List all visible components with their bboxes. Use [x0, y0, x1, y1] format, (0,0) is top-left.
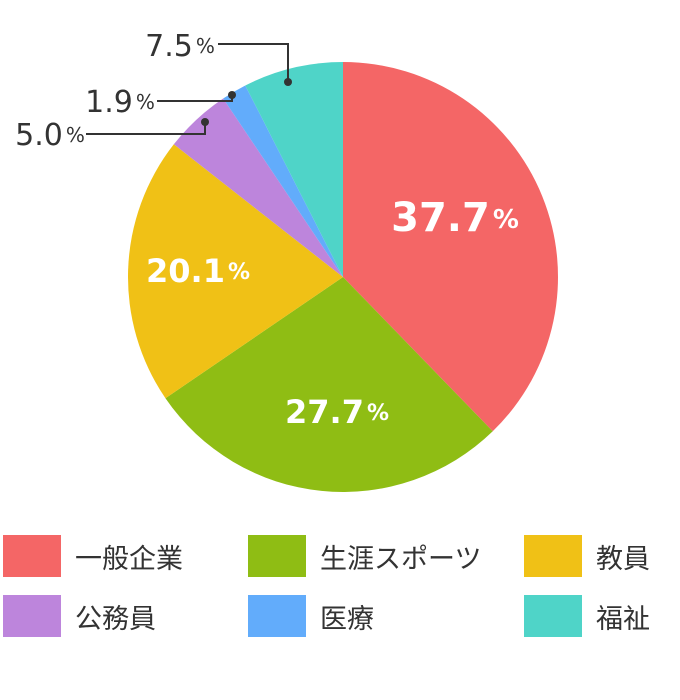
value-label-shogai-sports: 27.7%	[285, 393, 389, 431]
legend: 一般企業 生涯スポーツ 教員 公務員 医療 福祉	[0, 535, 680, 655]
legend-swatch	[524, 595, 582, 637]
legend-swatch	[248, 535, 306, 577]
value-number: 7.5	[145, 29, 193, 64]
value-label-ippan-kigyo: 37.7%	[391, 195, 519, 241]
legend-swatch	[3, 595, 61, 637]
pie-slice-shogai-sports	[165, 277, 493, 492]
legend-swatch	[524, 535, 582, 577]
value-unit: %	[196, 34, 215, 58]
pie-slices	[128, 62, 558, 492]
value-labels: 37.7 %27.7 %20.1 %5.0 %1.9 %7.5%	[15, 29, 519, 432]
legend-item-shogai-sports: 生涯スポーツ	[248, 535, 481, 577]
value-label-iryo: 1.9%	[85, 85, 155, 120]
legend-swatch	[3, 535, 61, 577]
legend-item-iryo: 医療	[248, 595, 374, 637]
value-unit: %	[66, 123, 85, 147]
legend-label: 福祉	[596, 603, 650, 635]
pie-slice-kyoin	[128, 144, 343, 399]
pie-chart: 37.7 %27.7 %20.1 %5.0 %1.9 %7.5%	[15, 29, 558, 492]
leader-dot-iryo	[228, 91, 236, 99]
pie-slice-fukushi	[245, 62, 343, 277]
value-unit: %	[367, 401, 389, 426]
leader-line-fukushi	[218, 43, 289, 82]
legend-swatch	[248, 595, 306, 637]
pie-slice-iryo	[223, 85, 343, 277]
value-unit: %	[493, 205, 519, 235]
value-number: 20.1	[146, 252, 225, 290]
pie-slice-ippan-kigyo	[343, 62, 558, 432]
leader-dot-komuin	[201, 118, 209, 126]
value-unit: %	[228, 260, 250, 285]
value-label-komuin: 5.0%	[15, 118, 85, 153]
value-number: 37.7	[391, 195, 490, 241]
value-number: 27.7	[285, 393, 364, 431]
legend-label: 教員	[596, 543, 650, 575]
legend-item-kyoin: 教員	[524, 535, 650, 577]
value-number: 1.9	[85, 85, 133, 120]
value-label-fukushi: 7.5%	[145, 29, 215, 64]
leader-dot-fukushi	[284, 78, 292, 86]
legend-label: 生涯スポーツ	[320, 543, 482, 575]
legend-label: 公務員	[75, 603, 156, 635]
value-number: 5.0	[15, 118, 63, 153]
leader-line-iryo	[157, 95, 233, 102]
legend-item-komuin: 公務員	[3, 595, 156, 637]
pie-slice-komuin	[173, 98, 343, 278]
legend-label: 一般企業	[75, 543, 183, 575]
value-unit: %	[136, 90, 155, 114]
value-label-kyoin: 20.1%	[146, 252, 250, 290]
leader-lines	[86, 43, 292, 135]
legend-item-fukushi: 福祉	[524, 595, 650, 637]
legend-label: 医療	[320, 603, 374, 635]
legend-item-ippan-kigyo: 一般企業	[3, 535, 183, 577]
